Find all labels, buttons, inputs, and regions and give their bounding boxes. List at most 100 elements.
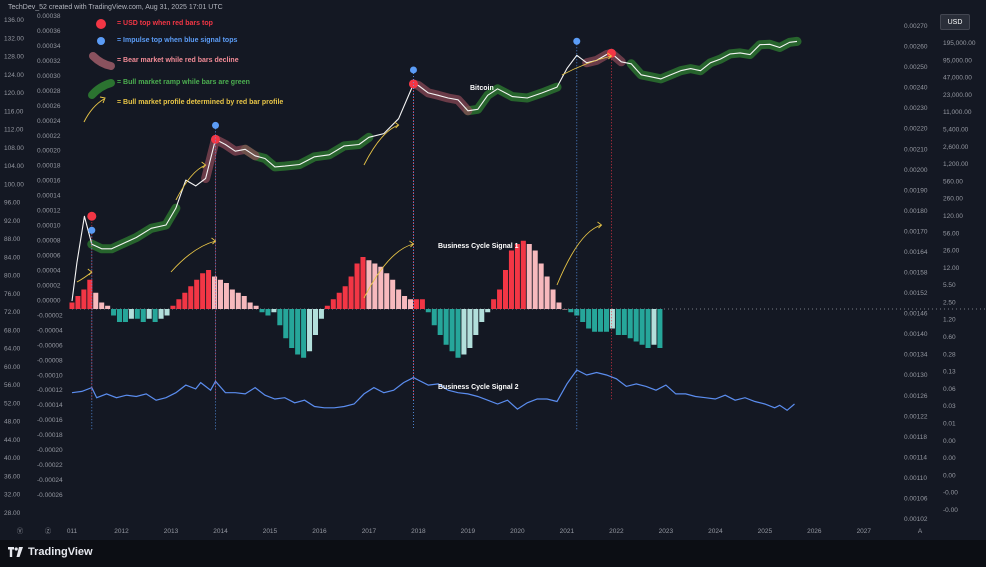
right-inner-tick: 0.00146: [904, 311, 928, 318]
left-outer-tick: 116.00: [4, 108, 24, 115]
left-outer-tick: 128.00: [4, 54, 24, 61]
signal1-bar: [152, 309, 158, 322]
signal1-bar: [122, 309, 128, 322]
left-inner-tick: 0.00024: [37, 118, 61, 125]
x-axis-tick: 2017: [362, 528, 377, 535]
right-outer-tick: 47,000.00: [943, 75, 972, 82]
signal1-bar: [645, 309, 651, 348]
x-axis-tick: 2024: [708, 528, 723, 535]
axis-zoom-icon: Ⓩ: [45, 527, 52, 535]
left-outer-tick: 136.00: [4, 17, 24, 24]
signal2-title: Business Cycle Signal 2: [438, 384, 519, 391]
signal1-bar: [301, 309, 307, 358]
signal1-bar: [586, 309, 592, 329]
signal1-bar: [182, 292, 188, 309]
signal1-bar: [241, 296, 247, 309]
bull-profile-arrowhead: [394, 121, 400, 129]
signal1-bar: [105, 305, 111, 309]
signal1-bar: [633, 309, 639, 342]
bull-profile-arrowhead: [409, 240, 415, 248]
signal1-bar: [550, 289, 556, 309]
bull-profile-arrow: [170, 240, 216, 273]
right-inner-tick: 0.00200: [904, 167, 928, 174]
signal1-bar: [431, 309, 437, 326]
chart-canvas[interactable]: 136.00 132.00 128.00 124.00 120.00 116.00 112.…: [0, 0, 986, 540]
x-axis-tick: 2021: [560, 528, 575, 535]
bull-profile-arrowhead: [87, 268, 93, 276]
signal1-bar: [229, 289, 235, 309]
left-inner-tick: -0.00016: [37, 417, 63, 424]
left-inner-tick: 0.00028: [37, 88, 61, 95]
x-axis-tick: 2027: [857, 528, 872, 535]
signal1-bar: [271, 309, 277, 313]
right-outer-tick: 26.00: [943, 248, 960, 255]
signal1-bar: [277, 309, 283, 326]
right-outer-tick: 0.03: [943, 403, 956, 410]
signal1-bar: [514, 244, 520, 309]
x-axis-tick: 2023: [659, 528, 674, 535]
right-outer-tick: 0.28: [943, 351, 956, 358]
right-outer-tick: 23,000.00: [943, 92, 972, 99]
left-inner-tick: 0.00036: [37, 28, 61, 35]
axis-settings-icon: Ⓥ: [17, 527, 24, 535]
signal1-bar: [407, 299, 414, 309]
signal1-bar: [372, 263, 378, 309]
left-outer-tick: 100.00: [4, 181, 24, 188]
signal1-bar: [609, 309, 615, 329]
signal1-bar: [128, 309, 134, 319]
bitcoin-title: Bitcoin: [470, 85, 494, 92]
legend-profile: = Bull market profile determined by red …: [117, 99, 283, 106]
tradingview-logo-text: TradingView: [28, 546, 93, 558]
signal1-bar: [146, 309, 152, 319]
signal1-bar: [603, 309, 609, 332]
left-inner-tick: 0.00032: [37, 58, 61, 65]
legend-yellow-arrow-icon: [83, 98, 105, 123]
signal1-bar: [455, 309, 461, 358]
signal1-bar: [461, 309, 467, 355]
legend-blue-dot-icon: [97, 37, 105, 45]
bull-profile-arrowhead: [597, 221, 603, 229]
right-inner-tick: 0.00158: [904, 270, 928, 277]
left-inner-tick: -0.00004: [37, 327, 63, 334]
x-axis-tick: 2013: [164, 528, 179, 535]
left-inner-tick: 0.00030: [37, 73, 61, 80]
tradingview-logo[interactable]: TradingView: [8, 546, 93, 558]
right-inner-tick: 0.00134: [904, 352, 928, 359]
left-inner-tick: -0.00002: [37, 312, 63, 319]
signal1-bar: [324, 305, 330, 309]
left-outer-tick: 132.00: [4, 35, 24, 42]
right-outer-tick: 0.00: [943, 455, 956, 462]
right-inner-tick: 0.00220: [904, 126, 928, 133]
right-outer-tick: 260.00: [943, 196, 963, 203]
signal1-bar: [253, 305, 259, 309]
right-outer-tick: 0.00: [943, 472, 956, 479]
x-axis-tick: 2026: [807, 528, 822, 535]
right-inner-tick: 0.00106: [904, 495, 928, 502]
left-inner-tick: -0.00026: [37, 492, 63, 499]
signal1-bar: [366, 260, 372, 309]
right-inner-tick: 0.00140: [904, 331, 928, 338]
signal1-bar: [116, 309, 123, 322]
signal1-bar: [235, 292, 241, 309]
right-outer-tick: 1.20: [943, 317, 956, 324]
signal1-bar: [99, 302, 105, 309]
signal1-bar: [419, 299, 425, 309]
legend-bull: = Bull market ramp while bars are green: [117, 79, 250, 86]
currency-badge[interactable]: USD: [940, 14, 970, 30]
left-outer-tick: 112.00: [4, 127, 24, 134]
signal1-bar: [562, 309, 568, 310]
left-outer-tick: 52.00: [4, 400, 21, 407]
legend-profile-label: = Bull market profile determined by red …: [117, 99, 284, 106]
left-outer-tick: 92.00: [4, 218, 21, 225]
signal1-bar: [657, 309, 663, 348]
x-axis-tick: 2020: [510, 528, 525, 535]
signal1-bar: [75, 296, 81, 309]
left-inner-tick: 0.00002: [37, 282, 61, 289]
signal1-bar: [491, 299, 497, 309]
legend-impulse-top-label: = Impulse top when blue signal tops: [117, 37, 238, 44]
left-outer-tick: 80.00: [4, 273, 21, 280]
signal1-bar: [627, 309, 633, 339]
bull-profile-arrowhead: [607, 52, 613, 60]
legend-bear: = Bear market while red bars decline: [117, 57, 239, 64]
left-outer-tick: 60.00: [4, 364, 21, 371]
